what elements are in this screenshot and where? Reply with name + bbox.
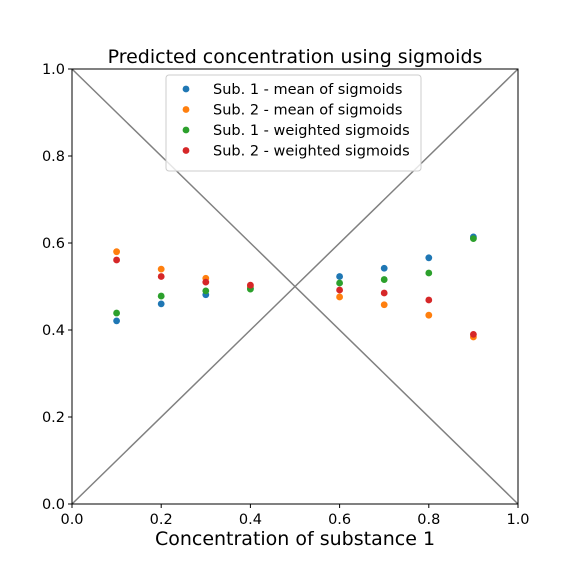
- point-series-4: [247, 281, 254, 289]
- point-series-2: [113, 248, 120, 256]
- legend-label: Sub. 2 - weighted sigmoids: [213, 144, 410, 160]
- legend-box: [165, 74, 422, 172]
- point-series-4: [113, 256, 120, 264]
- legend-marker: [182, 147, 190, 154]
- point-series-4: [202, 278, 210, 286]
- point-series-1: [157, 300, 165, 308]
- point-series-2: [336, 293, 343, 301]
- point-series-1: [425, 254, 433, 262]
- diagonal-descending: [71, 68, 519, 505]
- point-series-1: [380, 264, 388, 272]
- axis-ticks: 0.0 0.2 0.4 0.6 0.8 1.0 0.0 0.2 0.4 0.6 0.8 1.0: [42, 62, 530, 528]
- point-series-4: [336, 286, 343, 294]
- y-tick-label: 0.8: [42, 149, 65, 165]
- x-tick-label: 0.8: [417, 512, 440, 528]
- point-series-4: [380, 289, 388, 297]
- point-series-2: [380, 301, 388, 309]
- y-tick-label: 1.0: [42, 62, 65, 78]
- point-series-3: [202, 287, 210, 295]
- legend-marker: [182, 126, 190, 134]
- point-series-4: [470, 330, 477, 338]
- point-series-3: [380, 276, 388, 283]
- x-tick-label: 0.0: [60, 512, 83, 528]
- legend-marker: [182, 106, 190, 113]
- point-series-2: [425, 311, 433, 319]
- point-series-4: [157, 273, 165, 280]
- point-series-2: [157, 265, 165, 273]
- point-series-1: [336, 273, 343, 280]
- point-series-3: [113, 309, 120, 317]
- legend-label: Sub. 2 - mean of sigmoids: [213, 103, 402, 119]
- legend: Sub. 1 - mean of sigmoids Sub. 2 - mean o…: [165, 74, 422, 172]
- point-series-4: [425, 296, 433, 304]
- legend-marker: [182, 85, 190, 93]
- chart-title: Predicted concentration using sigmoids: [108, 46, 483, 68]
- legend-label: Sub. 1 - mean of sigmoids: [213, 82, 402, 98]
- point-series-3: [157, 292, 165, 300]
- y-tick-label: 0.4: [42, 323, 65, 339]
- legend-label: Sub. 1 - weighted sigmoids: [213, 123, 410, 139]
- x-tick-label: 1.0: [506, 512, 529, 528]
- reference-diagonals: [71, 68, 519, 505]
- x-tick-label: 0.4: [239, 512, 262, 528]
- x-axis-label: Concentration of substance 1: [155, 528, 435, 550]
- y-tick-label: 0.2: [42, 410, 65, 426]
- point-series-1: [113, 317, 120, 325]
- y-tick-label: 0.6: [42, 236, 65, 252]
- point-series-3: [425, 269, 433, 277]
- point-series-3: [470, 235, 477, 243]
- data-points: [113, 233, 477, 341]
- y-tick-label: 0.0: [42, 497, 65, 513]
- plot-frame: [71, 68, 519, 505]
- x-tick-label: 0.6: [328, 512, 351, 528]
- x-tick-label: 0.2: [150, 512, 173, 528]
- point-series-3: [336, 279, 343, 287]
